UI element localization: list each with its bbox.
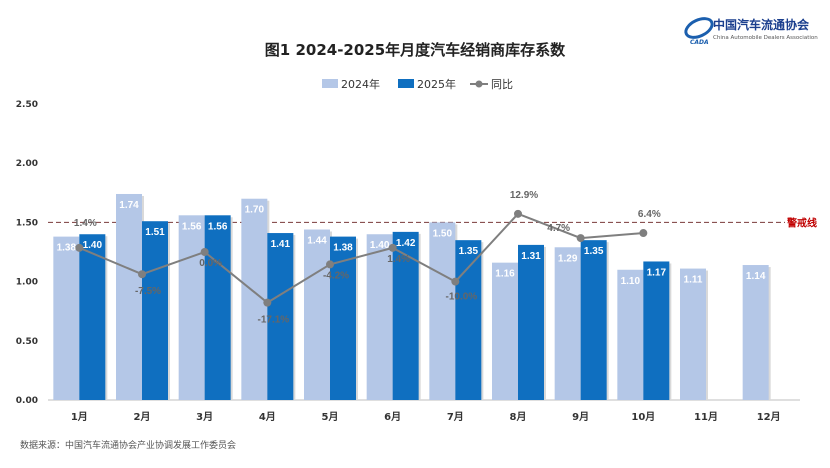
source-note: 数据来源：中国汽车流通协会产业协调发展工作委员会: [20, 439, 236, 451]
y-tick-label: 1.50: [16, 218, 38, 228]
bar-data-label: 1.14: [746, 271, 766, 282]
x-tick-label: 3月: [196, 411, 213, 423]
bar-data-label: 1.11: [684, 275, 703, 286]
axes: 0.00 0.50 1.00 1.50 2.00 2.50 1月 2月 3月 4月 5月 6月 7月 8月…: [16, 100, 817, 423]
y-tick-label: 0.00: [16, 396, 38, 406]
bar-data-label: 1.38: [333, 243, 353, 254]
yoy-data-label: -7.5%: [135, 286, 161, 297]
y-tick-label: 0.50: [16, 337, 38, 347]
bar-2024年: [742, 265, 769, 400]
x-tick-label: 2月: [134, 411, 151, 423]
bar-2024年: [53, 236, 80, 400]
bar-data-label: 1.29: [558, 253, 578, 264]
legend-swatch-2025: [398, 79, 414, 88]
yoy-point: [576, 234, 585, 243]
yoy-point: [514, 209, 522, 218]
yoy-data-label: 1.4%: [74, 218, 97, 229]
bar-2024年: [617, 269, 644, 400]
yoy-line: [78, 212, 644, 304]
y-tick-label: 2.00: [16, 159, 38, 169]
legend-swatch-2024: [322, 79, 338, 88]
logo-name-en: China Automobile Dealers Association: [713, 35, 818, 41]
yoy-data-label: 12.9%: [510, 190, 538, 201]
x-tick-label: 4月: [259, 411, 276, 423]
bar-2024年: [116, 193, 142, 400]
legend-label-2024: 2024年: [341, 77, 380, 91]
bar-2024年: [366, 234, 393, 400]
legend: 2024年 2025年 同比: [322, 77, 513, 91]
bar-data-label: 1.41: [271, 239, 291, 250]
legend-label-2025: 2025年: [417, 77, 456, 91]
yoy-data-label: 4.7%: [547, 223, 570, 234]
bar-2025年: [79, 234, 106, 400]
bar-2025年: [518, 244, 544, 400]
bar-2025年: [455, 240, 482, 400]
bar-2024年: [178, 215, 205, 400]
bar-2024年: [304, 229, 330, 400]
y-tick-label: 2.50: [16, 100, 38, 110]
bar-data-label: 1.17: [647, 267, 667, 278]
bar-data-label: 1.40: [83, 240, 103, 251]
bar-2025年: [580, 240, 607, 400]
bar-data-label: 1.35: [584, 246, 604, 257]
x-tick-label: 9月: [572, 411, 589, 423]
logo: CADA 中国汽车流通协会 China Automobile Dealers A…: [684, 17, 818, 46]
x-tick-label: 10月: [631, 411, 655, 423]
bar-2024年: [554, 247, 581, 400]
yoy-data-label: -17.1%: [257, 315, 289, 326]
yoy-series: 1.4% -7.5% 0.0% -17.1% -4.2% 1.4% -10.0% 12.9% 4…: [74, 190, 661, 326]
bar-data-label: 1.42: [396, 238, 416, 249]
logo-emblem-icon: [684, 17, 714, 39]
x-tick-label: 8月: [510, 411, 527, 423]
x-tick-label: 11月: [694, 411, 718, 423]
bar-data-label: 1.35: [459, 246, 479, 257]
yoy-point: [639, 229, 648, 238]
yoy-data-label: 6.4%: [638, 209, 661, 220]
bar-data-label: 1.16: [495, 269, 515, 280]
yoy-point: [138, 270, 146, 279]
bar-2025年: [267, 233, 294, 400]
yoy-point: [388, 243, 397, 252]
x-tick-label: 6月: [384, 411, 401, 423]
x-tick-label: 12月: [757, 411, 781, 423]
logo-name-cn: 中国汽车流通协会: [713, 17, 810, 32]
yoy-point: [200, 248, 209, 256]
x-tick-label: 7月: [447, 411, 464, 423]
legend-label-yoy: 同比: [491, 78, 513, 91]
yoy-point: [75, 243, 84, 252]
bar-2024年: [680, 268, 706, 400]
warning-line-label: 警戒线: [786, 216, 817, 229]
yoy-point: [263, 298, 272, 307]
y-tick-label: 1.00: [16, 278, 38, 288]
bar-data-label: 1.74: [119, 200, 139, 211]
bar-data-label: 1.40: [370, 240, 390, 251]
bar-data-label: 1.51: [145, 227, 165, 238]
bar-data-label: 1.50: [433, 228, 453, 239]
logo-abbr: CADA: [690, 39, 709, 46]
bar-data-label: 1.10: [621, 276, 641, 287]
legend-marker-yoy: [475, 80, 483, 88]
bar-2024年: [492, 262, 518, 400]
bar-data-label: 1.31: [521, 251, 541, 262]
yoy-data-label: 1.4%: [387, 254, 410, 265]
bar-data-label: 1.38: [57, 243, 77, 254]
bars: 1.38 1.74 1.56 1.70 1.44 1.40 1.50 1.16 1.29 1.10…: [53, 193, 771, 400]
x-tick-label: 1月: [71, 411, 88, 423]
chart-title: 图1 2024-2025年月度汽车经销商库存系数: [265, 41, 566, 59]
yoy-data-label: -10.0%: [445, 292, 477, 303]
bar-data-label: 1.56: [208, 221, 228, 232]
bar-2025年: [204, 215, 231, 400]
yoy-point: [451, 277, 460, 286]
bar-2025年: [643, 261, 670, 400]
yoy-point: [326, 260, 334, 269]
x-tick-label: 5月: [322, 411, 339, 423]
yoy-data-label: 0.0%: [199, 258, 222, 269]
bar-data-label: 1.44: [307, 236, 327, 247]
yoy-data-label: -4.2%: [323, 270, 349, 281]
bar-2025年: [142, 221, 168, 400]
bar-data-label: 1.70: [245, 205, 265, 216]
bar-2024年: [429, 222, 456, 400]
bar-data-label: 1.56: [182, 221, 202, 232]
